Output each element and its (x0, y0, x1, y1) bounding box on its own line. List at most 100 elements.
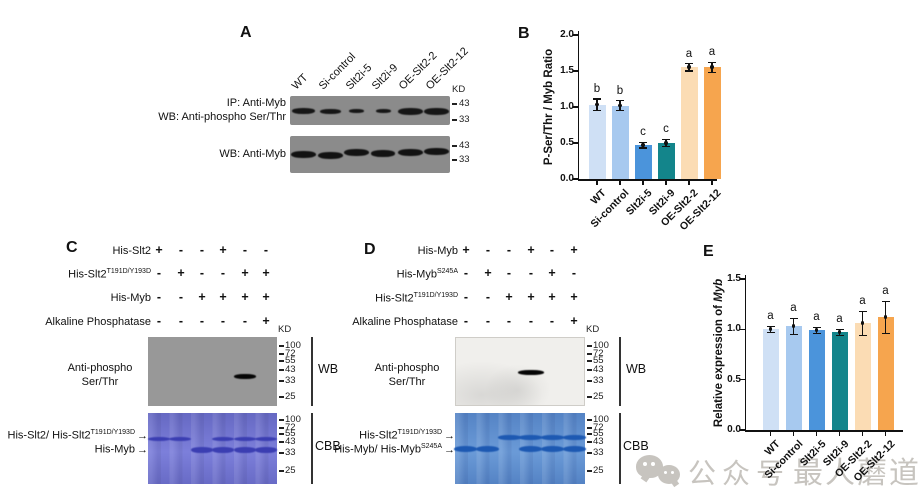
plus-minus-cell: - (199, 243, 205, 257)
error-cap (662, 138, 670, 140)
plus-minus-cell: + (262, 266, 270, 280)
wechat-eye (643, 462, 647, 466)
wb-phospho-label: WB: Anti-phospho Ser/Thr (158, 111, 286, 123)
right-arrow-icon: → (444, 429, 455, 442)
panel-c-kd-label: KD (278, 324, 292, 335)
error-cap (858, 310, 867, 312)
error-cap (708, 71, 716, 74)
sig-letter: c (663, 123, 669, 136)
blot-band (190, 447, 213, 453)
blot-band (212, 447, 235, 453)
superscript: T191D/Y193D (90, 429, 135, 436)
marker-label: 33 (593, 375, 604, 386)
blot-band (317, 151, 343, 159)
y-tick-label: 0.0 (560, 173, 574, 184)
x-tick (665, 180, 667, 185)
blot-band (233, 447, 256, 453)
blot-band (476, 445, 499, 453)
panel-c-wb-bracket-line (311, 337, 313, 406)
marker-tick (587, 369, 592, 371)
panel-c-cbb-bracket-line (311, 413, 313, 484)
marker-tick (279, 433, 284, 435)
marker-tick (279, 380, 284, 382)
panel-d-anti-phospho-label-line2: Ser/Thr (388, 376, 426, 388)
y-tick-label: 2.0 (560, 29, 574, 40)
panel-c-cbb-label-myb: His-Myb → (95, 443, 148, 456)
marker-tick (587, 470, 592, 472)
marker-tick (279, 353, 284, 355)
marker-label: 25 (593, 391, 604, 402)
plus-minus-cell: + (262, 290, 270, 304)
blot-band (519, 445, 543, 453)
error-cap (881, 332, 890, 334)
y-axis-line (577, 31, 579, 181)
bar (680, 67, 698, 179)
reagent-label: Alkaline Phosphatase (45, 316, 151, 328)
reagent-label: His-Slt2T191D/Y193D (68, 268, 151, 281)
panel-d-kd-label: KD (586, 324, 600, 335)
plus-minus-cell: + (462, 243, 470, 257)
blot-band (397, 148, 423, 156)
error-cap (593, 98, 601, 100)
sig-letter: a (859, 295, 866, 308)
bar (854, 323, 871, 430)
reagent-label: His-MybS245A (396, 268, 458, 281)
marker-label: 100 (593, 414, 609, 425)
blot-band (424, 107, 450, 115)
marker-tick (587, 419, 592, 421)
panel-d-cbb-bracket-line (619, 413, 621, 484)
y-tick (572, 142, 579, 144)
x-tick (619, 180, 621, 185)
marker-label: 43 (593, 364, 604, 375)
sig-letter: a (685, 47, 693, 60)
panel-c-cbb-label-slt2: His-Slt2/ His-Slt2T191D/Y193D → (8, 429, 148, 442)
marker-tick (279, 419, 284, 421)
blot-band (290, 150, 316, 158)
panel-c-wb-side-label: WB (318, 362, 339, 376)
reagent-label: His-Slt2T191D/Y193D (375, 292, 458, 305)
ip-wb-phospho-blot (290, 96, 450, 125)
label-text: His-Slt2/ His-Slt2 (7, 429, 91, 442)
marker-label: 72 (593, 422, 604, 433)
y-tick (739, 328, 746, 331)
plus-minus-cell: - (199, 266, 205, 280)
x-tick (596, 180, 598, 185)
marker-tick (587, 441, 592, 443)
plus-minus-cell: + (570, 290, 578, 304)
panel-c-anti-phospho-label-line2: Ser/Thr (81, 376, 119, 388)
error-cap (812, 332, 821, 334)
x-tick (792, 431, 795, 436)
panel-c-anti-phospho-label-line1: Anti-phospho (67, 362, 133, 374)
watermark-account-text: 公众号 (688, 458, 791, 489)
marker-tick (279, 360, 284, 362)
blot-band (233, 436, 256, 442)
blot-band (375, 109, 391, 113)
label-text: His-Myb (94, 443, 135, 456)
plus-minus-cell: + (527, 290, 535, 304)
plus-minus-cell: - (220, 314, 226, 328)
label-text: His-Myb/ His-Myb (334, 443, 421, 456)
plus-minus-cell: - (463, 290, 469, 304)
marker-tick (587, 345, 592, 347)
x-tick (711, 180, 713, 185)
label-text: His-Slt2 (359, 429, 398, 442)
plus-minus-cell: - (549, 314, 555, 328)
sig-letter: a (767, 310, 774, 323)
marker-tick (587, 433, 592, 435)
error-cap (812, 326, 821, 328)
y-tick-label: 0.5 (560, 137, 574, 148)
marker-tick (279, 427, 284, 429)
marker-label: 43 (459, 140, 470, 151)
ip-label: IP: Anti-Myb (226, 97, 286, 109)
sig-letter: a (708, 46, 716, 59)
blot-band (147, 436, 170, 442)
plus-minus-cell: - (571, 266, 577, 280)
plus-minus-cell: - (156, 314, 162, 328)
blot-band (371, 149, 396, 157)
wechat-bubble-small-tail (670, 478, 680, 488)
marker-tick (587, 427, 592, 429)
marker-tick (279, 441, 284, 443)
plus-minus-cell: - (242, 243, 248, 257)
marker-label: 55 (285, 428, 296, 439)
blot-band (497, 434, 521, 440)
